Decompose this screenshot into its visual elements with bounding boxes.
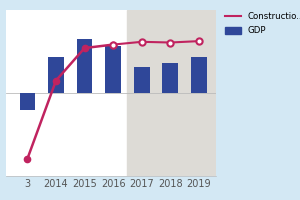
- Bar: [134, 67, 150, 93]
- Bar: [191, 57, 207, 93]
- Bar: [105, 46, 121, 93]
- Bar: [77, 39, 92, 93]
- Bar: [162, 63, 178, 93]
- Bar: [128, 10, 216, 176]
- Bar: [48, 57, 64, 93]
- Bar: [20, 93, 35, 110]
- Legend: Constructio..., GDP: Constructio..., GDP: [223, 10, 300, 37]
